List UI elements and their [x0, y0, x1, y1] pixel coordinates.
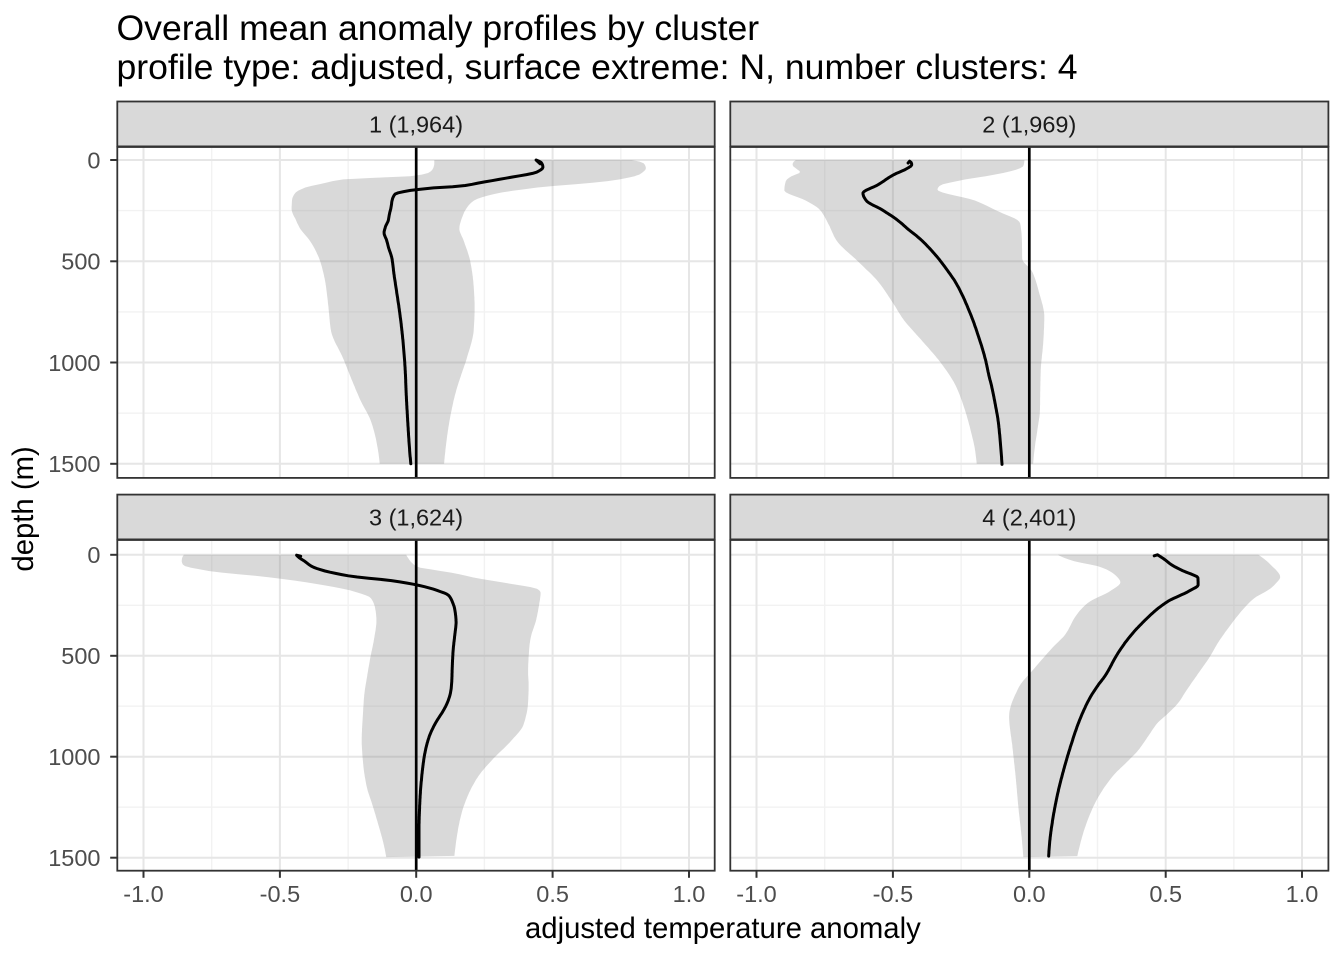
- svg-text:0: 0: [87, 542, 100, 568]
- svg-text:Overall mean anomaly profiles: Overall mean anomaly profiles by cluster: [117, 8, 760, 48]
- svg-text:0: 0: [87, 147, 100, 173]
- svg-text:-0.5: -0.5: [873, 881, 914, 907]
- svg-text:500: 500: [61, 643, 100, 669]
- svg-text:adjusted temperature anomaly: adjusted temperature anomaly: [525, 912, 921, 945]
- svg-text:depth (m): depth (m): [7, 446, 40, 571]
- svg-text:0.0: 0.0: [400, 881, 433, 907]
- svg-text:1500: 1500: [48, 451, 100, 477]
- svg-text:profile type: adjusted, surfac: profile type: adjusted, surface extreme:…: [117, 47, 1078, 87]
- svg-text:3 (1,624): 3 (1,624): [369, 505, 463, 531]
- svg-text:0.5: 0.5: [536, 881, 569, 907]
- svg-text:-1.0: -1.0: [123, 881, 164, 907]
- svg-text:-0.5: -0.5: [260, 881, 301, 907]
- svg-text:1000: 1000: [48, 350, 100, 376]
- svg-text:4 (2,401): 4 (2,401): [982, 505, 1076, 531]
- svg-text:-1.0: -1.0: [736, 881, 777, 907]
- svg-text:500: 500: [61, 249, 100, 275]
- svg-text:1000: 1000: [48, 744, 100, 770]
- svg-text:0.5: 0.5: [1149, 881, 1182, 907]
- svg-text:2 (1,969): 2 (1,969): [982, 111, 1076, 137]
- svg-text:1.0: 1.0: [1286, 881, 1319, 907]
- svg-text:1 (1,964): 1 (1,964): [369, 111, 463, 137]
- svg-text:1.0: 1.0: [673, 881, 706, 907]
- svg-text:0.0: 0.0: [1013, 881, 1046, 907]
- svg-text:1500: 1500: [48, 845, 100, 871]
